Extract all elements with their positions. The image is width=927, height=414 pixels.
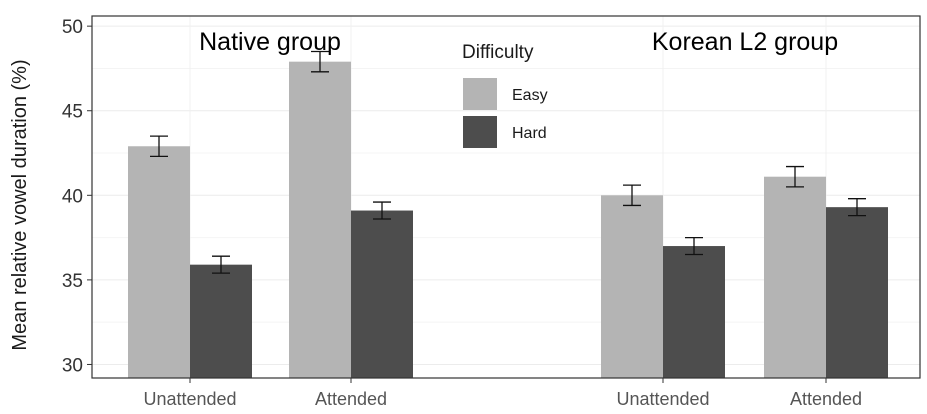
legend-label-hard: Hard xyxy=(512,125,547,142)
error-bar xyxy=(373,201,391,220)
y-tick-label: 45 xyxy=(62,102,83,123)
panel-title-korean: Korean L2 group xyxy=(652,28,838,56)
error-bar xyxy=(786,165,804,188)
bar-easy xyxy=(764,176,826,378)
bar-hard xyxy=(190,264,252,378)
x-tick-label: Unattended xyxy=(143,389,236,409)
error-bar xyxy=(150,135,168,158)
y-tick-label: 40 xyxy=(62,186,83,207)
bar-easy xyxy=(289,61,351,378)
y-axis-ticks: 30 35 40 45 50 xyxy=(62,17,92,376)
error-bar xyxy=(623,184,641,207)
error-bars-layer xyxy=(150,50,866,274)
bar-easy xyxy=(128,146,190,378)
legend: Difficulty Easy Hard xyxy=(462,42,548,148)
y-tick-label: 50 xyxy=(62,17,83,38)
bars-layer xyxy=(128,61,888,378)
x-tick-label: Attended xyxy=(315,389,387,409)
y-tick-label: 35 xyxy=(62,271,83,292)
legend-title: Difficulty xyxy=(462,42,534,63)
y-axis-label: Mean relative vowel duration (%) xyxy=(9,59,31,350)
bar-hard xyxy=(351,210,413,378)
x-axis-ticks: Unattended Attended Unattended Attended xyxy=(143,378,862,409)
error-bar xyxy=(685,236,703,256)
error-bar xyxy=(848,198,866,217)
legend-swatch-hard xyxy=(463,116,497,148)
legend-label-easy: Easy xyxy=(512,87,548,104)
legend-swatch-easy xyxy=(463,78,497,110)
x-tick-label: Attended xyxy=(790,389,862,409)
x-tick-label: Unattended xyxy=(616,389,709,409)
y-tick-label: 30 xyxy=(62,355,83,376)
bar-hard xyxy=(826,207,888,378)
bar-hard xyxy=(663,246,725,378)
panel-title-native: Native group xyxy=(199,28,341,56)
plot-frame xyxy=(91,15,921,379)
bar-easy xyxy=(601,195,663,378)
error-bar xyxy=(212,255,230,274)
error-bar xyxy=(311,50,329,73)
